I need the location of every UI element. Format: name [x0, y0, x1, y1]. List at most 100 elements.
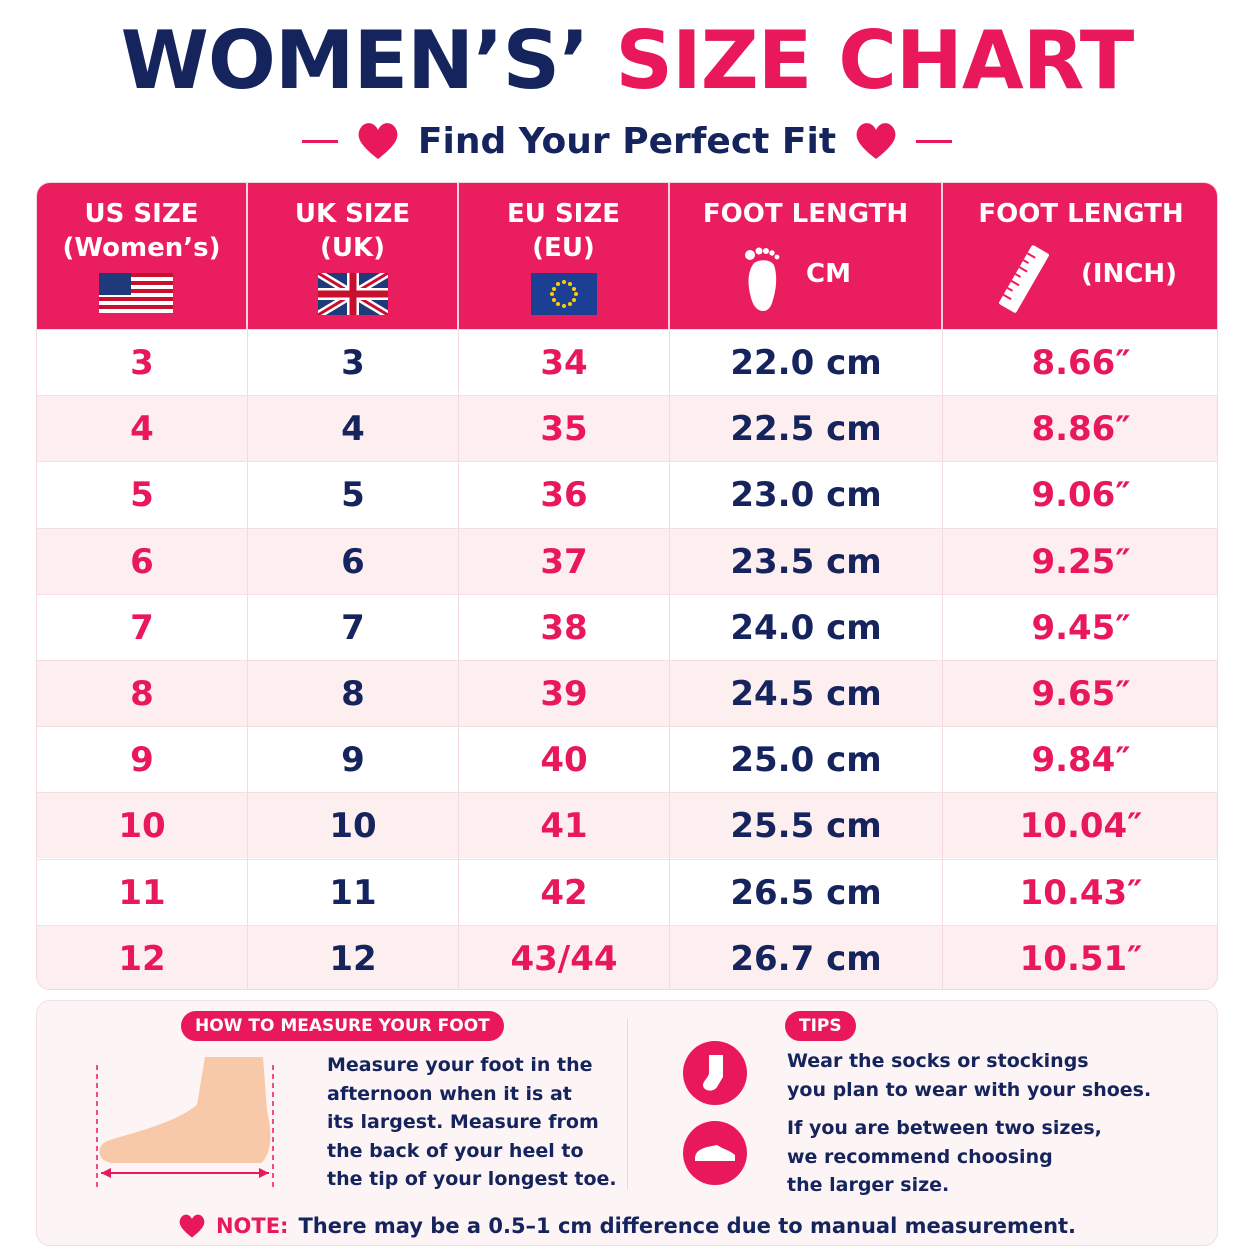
- table-cell: 5: [37, 462, 248, 529]
- table-cell: 6: [37, 528, 248, 595]
- table-cell: 8.66″: [1031, 343, 1131, 383]
- heart-icon: [179, 1214, 205, 1238]
- table-row: 4 4 35 22.5 cm 8.86″: [37, 395, 1217, 463]
- title-part: SIZE CHART: [615, 14, 1134, 107]
- table-cell: 9.25″: [1031, 541, 1131, 582]
- table-cell: 8: [248, 661, 459, 727]
- table-cell: 7: [37, 594, 248, 661]
- table-cell: 42: [459, 859, 670, 926]
- note-label: NOTE:: [215, 1214, 289, 1238]
- text-line: we recommend choosing: [787, 1145, 1053, 1168]
- table-body: 3 3 34 22.0 cm 8.66″ 4 4 35 22.5 cm 8.86″ 5 5 36 23.0…: [37, 329, 1217, 989]
- table-cell: 8.86″: [1031, 409, 1131, 450]
- table-cell: 38: [459, 594, 670, 661]
- table-cell: 25.5 cm: [670, 793, 943, 860]
- shoe-icon: [683, 1121, 747, 1185]
- title: WOMEN’S’ SIZE CHART: [0, 14, 1254, 107]
- header-cell: FOOT LENGTH (INCH): [943, 183, 1217, 329]
- table-cell: 9.84″: [1031, 740, 1131, 781]
- table-cell: 10.43″: [1019, 872, 1143, 913]
- table-cell: 7: [248, 594, 459, 661]
- subtitle-row: Find Your Perfect Fit: [0, 116, 1254, 166]
- title-part: WOMEN’S’: [120, 14, 590, 107]
- table-cell: 25.0 cm: [670, 727, 943, 794]
- header-text: (UK): [319, 233, 386, 263]
- table-header: US SIZE (Women’s) UK SIZE (UK) EU SIZE (…: [37, 183, 1217, 329]
- table-row: 12 12 43/44 26.7 cm 10.51″: [37, 924, 1217, 989]
- note-text: There may be a 0.5–1 cm difference due t…: [298, 1214, 1077, 1238]
- text-line: the tip of your longest toe.: [327, 1168, 617, 1190]
- text-line: Measure your foot in the: [327, 1054, 593, 1076]
- us-flag: [99, 273, 173, 313]
- table-cell: 8: [37, 661, 248, 727]
- table-cell: 22.0 cm: [670, 330, 943, 396]
- table-cell: 9.06″: [1031, 475, 1131, 516]
- table-cell: 3: [248, 330, 459, 396]
- table-cell: 40: [459, 727, 670, 794]
- table-row: 8 8 39 24.5 cm 9.65″: [37, 660, 1217, 727]
- table-cell: 24.5 cm: [670, 661, 943, 727]
- table-cell: 6: [248, 528, 459, 595]
- header-cell: US SIZE (Women’s): [37, 183, 248, 329]
- table-cell: 23.5 cm: [670, 528, 943, 595]
- table-cell: 37: [459, 528, 670, 595]
- table-row: 5 5 36 23.0 cm 9.06″: [37, 461, 1217, 529]
- foot-diagram: [96, 1057, 274, 1189]
- table-cell: 9: [248, 727, 459, 794]
- table-row: 6 6 37 23.5 cm 9.25″: [37, 527, 1217, 595]
- header-text: CM: [806, 259, 851, 289]
- table-cell: 9.65″: [1031, 674, 1131, 714]
- shoe-glyph: [695, 1145, 735, 1161]
- eu-flag: [531, 273, 597, 315]
- foot-icon: [745, 247, 780, 312]
- info-panel: HOW TO MEASURE YOUR FOOT Measure your fo…: [36, 1000, 1218, 1246]
- table-cell: 43/44: [459, 925, 670, 989]
- heart-icon: [358, 123, 398, 159]
- text-line: Wear the socks or stockings: [787, 1050, 1089, 1072]
- text-line: its largest. Measure from: [327, 1111, 599, 1133]
- table-cell: 41: [459, 793, 670, 860]
- table-cell: 11: [248, 859, 459, 926]
- badge: TIPS: [785, 1011, 856, 1041]
- header-text: FOOT LENGTH: [978, 199, 1184, 229]
- table-row: 7 7 38 24.0 cm 9.45″: [37, 593, 1217, 661]
- divider: [627, 1019, 628, 1189]
- text-line: you plan to wear with your shoes.: [787, 1078, 1152, 1101]
- header-cell: UK SIZE (UK): [248, 183, 459, 329]
- table-cell: 10: [37, 793, 248, 860]
- table-cell: 10: [248, 793, 459, 860]
- table-cell: 26.5 cm: [670, 859, 943, 926]
- table-cell: 36: [459, 462, 670, 529]
- table-row: 11 11 42 26.5 cm 10.43″: [37, 858, 1217, 926]
- divider: [916, 139, 953, 143]
- note: NOTE: There may be a 0.5–1 cm difference…: [36, 1208, 1218, 1244]
- table-cell: 9.45″: [1031, 607, 1131, 648]
- table-cell: 3: [37, 330, 248, 396]
- header-text: US SIZE: [84, 199, 199, 229]
- table-cell: 10.04″: [1019, 806, 1143, 847]
- sock-icon: [683, 1041, 747, 1105]
- ruler-icon: [999, 245, 1049, 313]
- table-cell: 9: [37, 727, 248, 794]
- uk-flag: [318, 273, 388, 315]
- text-line: afternoon when it is at: [327, 1082, 572, 1105]
- measure-text: Measure your foot in the afternoon when i…: [327, 1051, 617, 1194]
- table-cell: 12: [37, 925, 248, 989]
- header-text: EU SIZE: [507, 199, 620, 229]
- subtitle: Find Your Perfect Fit: [417, 120, 837, 162]
- text-line: the back of your heel to: [327, 1139, 584, 1162]
- table-cell: 5: [248, 462, 459, 529]
- table-cell: 4: [248, 396, 459, 463]
- table-cell: 35: [459, 396, 670, 463]
- text-line: If you are between two sizes,: [787, 1117, 1102, 1139]
- table-cell: 34: [459, 330, 670, 396]
- size-table: US SIZE (Women’s) UK SIZE (UK) EU SIZE (…: [36, 182, 1218, 990]
- tip-text: Wear the socks or stockings you plan to w…: [787, 1047, 1151, 1104]
- table-cell: 24.0 cm: [670, 594, 943, 661]
- table-row: 10 10 41 25.5 cm 10.04″: [37, 792, 1217, 860]
- badge: HOW TO MEASURE YOUR FOOT: [181, 1011, 504, 1041]
- divider: [301, 139, 338, 143]
- table-cell: 4: [37, 396, 248, 463]
